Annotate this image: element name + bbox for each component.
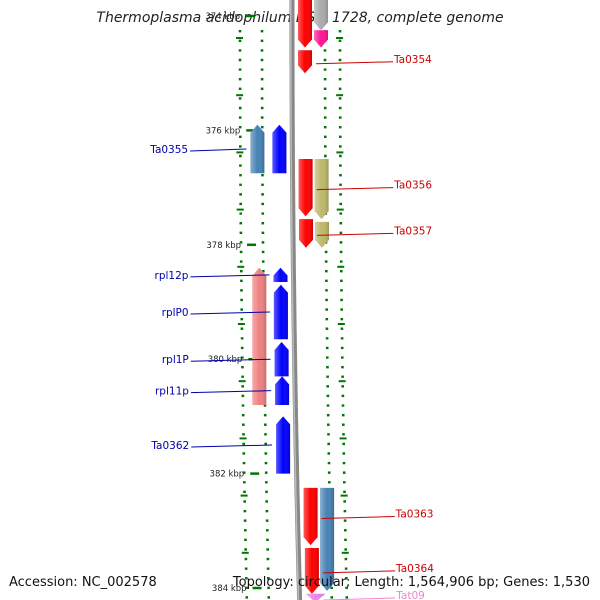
topology-text: Topology: circular; Length: 1,564,906 bp… <box>232 575 590 590</box>
ruler-tick-label: 382 kbp <box>210 470 245 480</box>
gene-label: Ta0356 <box>393 180 432 192</box>
gene-leader-line <box>316 61 394 65</box>
backbone-layer <box>289 0 303 600</box>
track-boundary-line <box>238 30 249 600</box>
feature-block-shading <box>320 487 335 591</box>
genome-backbone <box>289 0 303 600</box>
gene-label: Ta0364 <box>395 563 434 575</box>
ruler-tick-label: 378 kbp <box>206 241 241 251</box>
track-boundary-line <box>338 30 349 600</box>
gene-ta0363-shading <box>303 487 318 546</box>
genome-backbone-highlight <box>290 0 300 600</box>
gene-rpl12p-shading <box>273 267 288 282</box>
gene-label-layer: Ta0354 Ta0355 Ta0356 Ta0357 rpl12p rplP0 rpl1P… <box>149 54 434 600</box>
feature-block-shading <box>314 0 328 31</box>
ruler-tick-label: 376 kbp <box>206 126 241 136</box>
ruler-tick-label: 374 kbp <box>205 12 240 22</box>
gene-leader-line <box>190 274 270 278</box>
gene-label: rplP0 <box>162 307 189 319</box>
gene-ta0355-shading <box>250 124 265 174</box>
gene-label: Ta0355 <box>149 144 188 156</box>
gene-label: Tat09 <box>395 590 425 600</box>
gene-label: rpl11p <box>155 386 189 398</box>
gene-leader-line <box>321 516 395 519</box>
gene-label: rpl12p <box>155 270 189 282</box>
gene-leader-line <box>322 570 396 574</box>
gene-rplp0-shading <box>273 284 288 340</box>
gene-label: rpl1P <box>162 354 189 366</box>
gene-label: Ta0363 <box>395 509 434 521</box>
feature-block-shading <box>252 267 267 405</box>
gene-leader-line <box>191 444 273 448</box>
gene-label: Ta0362 <box>150 440 189 452</box>
gene-label: Ta0357 <box>393 225 432 237</box>
gene-leader-line <box>190 311 270 315</box>
gene-ta0357-shading <box>299 219 313 248</box>
ruler-tick-label: 384 kbp <box>212 584 247 594</box>
accession-text: Accession: NC_002578 <box>9 575 157 590</box>
gene-leader-line <box>190 148 247 152</box>
gene-ta0356-shading <box>298 159 313 217</box>
gene-label: Ta0354 <box>393 54 432 66</box>
gene-tat09-shading <box>305 593 326 600</box>
feature-block-shading <box>314 30 328 48</box>
gene-ta0364-shading <box>304 548 319 594</box>
gene-leader-line <box>317 232 394 236</box>
gene-leader-line <box>190 358 271 362</box>
track-boundary-layer <box>236 30 349 600</box>
gene-rpl11p-shading <box>275 376 290 405</box>
feature-block-shading <box>298 0 312 48</box>
gene-ta0362-shading <box>276 416 291 474</box>
gene-rpl1p-shading <box>274 342 289 377</box>
gene-layer <box>250 0 335 600</box>
gene-leader-line <box>316 187 394 191</box>
feature-block-shading <box>272 124 287 174</box>
gene-leader-line <box>190 390 272 394</box>
gene-ta0354-shading <box>298 50 312 74</box>
